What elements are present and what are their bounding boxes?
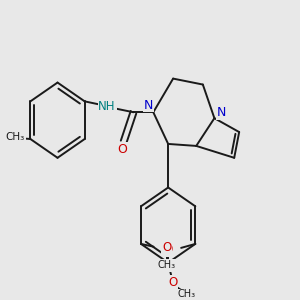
Text: CH₃: CH₃ (6, 132, 25, 142)
Text: CH₃: CH₃ (159, 262, 177, 272)
Text: NH: NH (98, 100, 116, 113)
Text: O: O (163, 243, 172, 256)
Text: O: O (117, 142, 127, 156)
Text: O: O (169, 276, 178, 289)
Text: CH₃: CH₃ (158, 260, 176, 269)
Text: O: O (162, 242, 171, 254)
Text: CH₃: CH₃ (178, 290, 196, 299)
Text: N: N (144, 99, 153, 112)
Text: N: N (217, 106, 226, 119)
